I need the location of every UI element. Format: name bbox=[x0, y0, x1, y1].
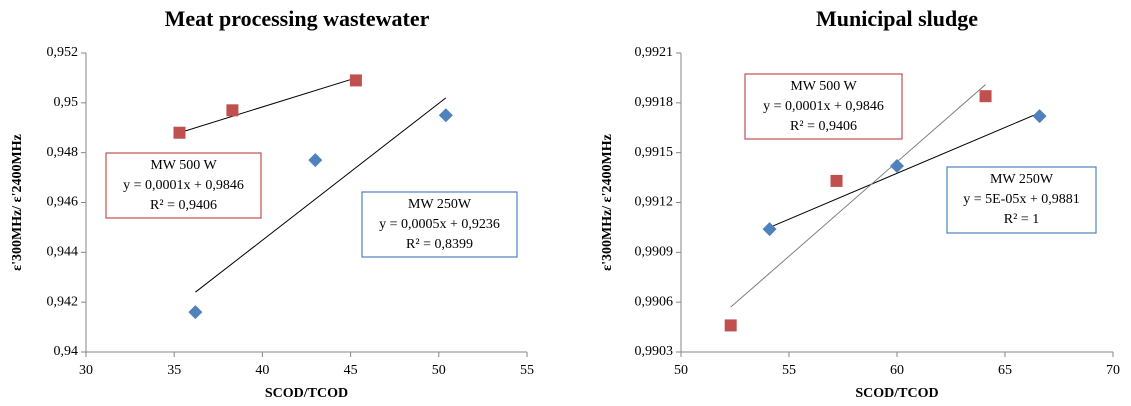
y-tick-label: 0,952 bbox=[47, 45, 79, 60]
trendline bbox=[195, 97, 447, 293]
equation-text: MW 500 W bbox=[150, 158, 217, 173]
x-tick-label: 60 bbox=[890, 363, 904, 378]
point bbox=[173, 126, 186, 139]
chart-title: Meat processing wastewater bbox=[165, 6, 430, 31]
y-tick-label: 0,944 bbox=[47, 245, 79, 260]
point bbox=[762, 222, 777, 237]
point bbox=[308, 153, 323, 168]
equation-text: R² = 1 bbox=[1004, 212, 1039, 227]
chart-title: Municipal sludge bbox=[816, 6, 978, 31]
y-tick-label: 0,9912 bbox=[635, 195, 674, 210]
point bbox=[1032, 109, 1047, 124]
equation-text: R² = 0,8399 bbox=[406, 237, 473, 252]
y-tick-label: 0,9918 bbox=[635, 95, 674, 110]
equation-text: y = 0,0001x + 0,9846 bbox=[763, 99, 884, 114]
point bbox=[830, 174, 843, 187]
chart: Meat processing wastewater SCOD/TCOD ε'300… bbox=[10, 6, 534, 401]
point bbox=[890, 158, 904, 173]
y-tick-label: 0,9921 bbox=[635, 45, 674, 60]
point bbox=[349, 74, 362, 87]
x-tick-label: 40 bbox=[255, 363, 269, 378]
point bbox=[979, 90, 992, 103]
x-tick-label: 35 bbox=[167, 363, 181, 378]
y-tick-label: 0,942 bbox=[47, 294, 79, 309]
equation-text: y = 0,0001x + 0,9846 bbox=[123, 178, 244, 193]
trendline bbox=[730, 84, 986, 308]
y-tick-label: 0,9903 bbox=[635, 344, 674, 359]
trendline bbox=[769, 112, 1040, 228]
chart: Municipal sludge SCOD/TCOD ε'300MHz/ ε'240… bbox=[600, 6, 1120, 401]
x-tick-label: 55 bbox=[782, 363, 796, 378]
equation-box bbox=[946, 166, 1097, 234]
equation-text: R² = 0,9406 bbox=[150, 198, 217, 213]
point bbox=[438, 108, 453, 123]
x-tick-label: 30 bbox=[79, 363, 93, 378]
y-tick-label: 0,9909 bbox=[635, 245, 674, 260]
y-tick-label: 0,95 bbox=[54, 95, 79, 110]
x-tick-label: 55 bbox=[520, 363, 534, 378]
equation-text: MW 250W bbox=[990, 172, 1054, 187]
x-tick-label: 65 bbox=[998, 363, 1012, 378]
equation-box bbox=[744, 73, 903, 140]
y-tick-label: 0,9906 bbox=[635, 294, 674, 309]
point bbox=[724, 319, 737, 332]
equation-box bbox=[361, 191, 518, 258]
point bbox=[188, 305, 203, 320]
y-tick-label: 0,94 bbox=[54, 344, 79, 359]
equation-text: y = 5E-05x + 0,9881 bbox=[963, 192, 1080, 207]
x-tick-label: 45 bbox=[344, 363, 358, 378]
point bbox=[226, 104, 239, 117]
equation-text: MW 500 W bbox=[790, 79, 857, 94]
x-axis-label: SCOD/TCOD bbox=[265, 386, 348, 401]
x-tick-label: 50 bbox=[674, 363, 688, 378]
y-axis-label: ε'300MHz/ ε'2400MHz bbox=[600, 134, 615, 271]
x-tick-label: 70 bbox=[1106, 363, 1120, 378]
equation-text: y = 0,0005x + 0,9236 bbox=[379, 217, 500, 232]
x-tick-label: 50 bbox=[432, 363, 446, 378]
y-tick-label: 0,9915 bbox=[635, 145, 674, 160]
trendline bbox=[179, 77, 357, 134]
y-axis-label: ε'300MHz/ ε'2400MHz bbox=[10, 134, 25, 271]
y-tick-label: 0,946 bbox=[47, 195, 79, 210]
equation-text: R² = 0,9406 bbox=[790, 119, 857, 134]
x-axis-label: SCOD/TCOD bbox=[855, 386, 938, 401]
equation-box bbox=[105, 152, 262, 219]
y-tick-label: 0,948 bbox=[47, 145, 79, 160]
equation-text: MW 250W bbox=[408, 197, 472, 212]
